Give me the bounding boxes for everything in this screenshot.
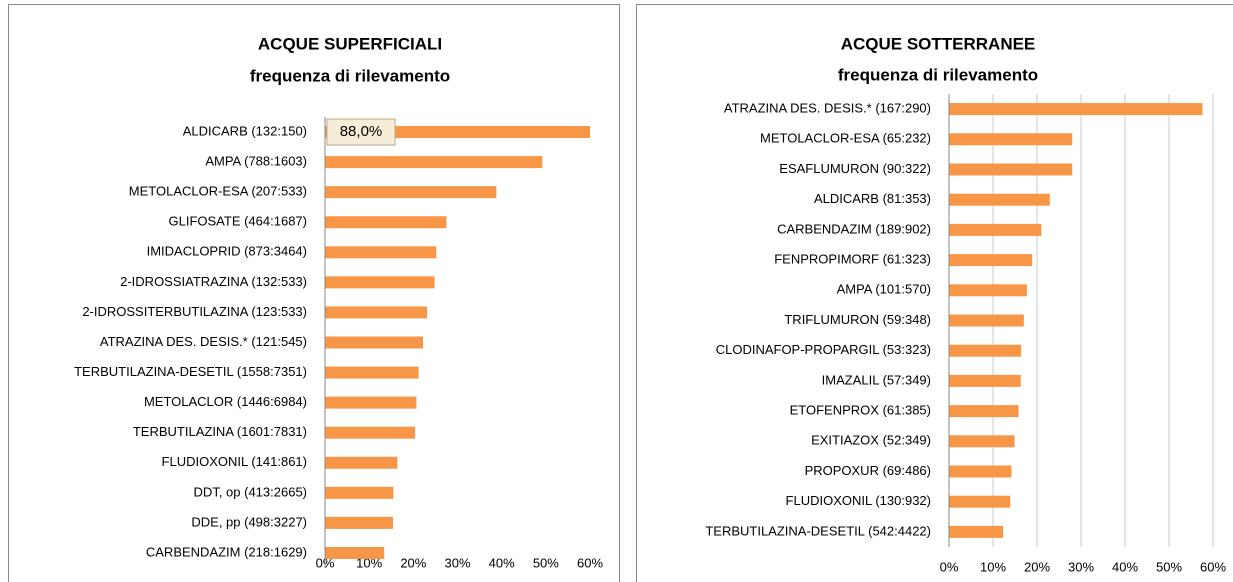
bar	[949, 495, 1011, 508]
bar	[949, 284, 1027, 297]
bar	[949, 163, 1073, 176]
bar	[325, 306, 428, 319]
bar	[949, 254, 1033, 267]
x-tick-label: 30%	[444, 555, 470, 570]
y-tick-label: ETOFENPROX (61:385)	[790, 403, 931, 418]
y-tick-label: FLUDIOXONIL (130:932)	[786, 493, 931, 508]
x-tick-label: 60%	[577, 555, 603, 570]
chart-subtitle: frequenza di rilevamento	[250, 66, 450, 85]
y-tick-label: GLIFOSATE (464:1687)	[169, 214, 308, 229]
bar	[949, 525, 1004, 538]
bar	[325, 396, 417, 409]
y-tick-label: CARBENDAZIM (218:1629)	[146, 544, 307, 559]
x-tick-label: 40%	[489, 555, 515, 570]
bar	[949, 374, 1021, 387]
label-box	[326, 118, 396, 146]
bar	[949, 223, 1042, 236]
bar	[949, 465, 1012, 478]
bar	[325, 276, 435, 289]
bar	[325, 216, 447, 229]
y-tick-label: METOLACLOR-ESA (65:232)	[760, 131, 931, 146]
bar	[949, 405, 1019, 418]
bar	[949, 314, 1024, 327]
y-tick-label: IMAZALIL (57:349)	[822, 372, 931, 387]
bar	[325, 126, 590, 139]
y-tick-label: EXITIAZOX (52:349)	[811, 433, 931, 448]
bar	[325, 156, 543, 169]
bar	[325, 186, 497, 199]
y-tick-label: FENPROPIMORF (61:323)	[774, 252, 931, 267]
chart-subtitle: frequenza di rilevamento	[838, 65, 1038, 84]
bar	[325, 486, 394, 499]
x-tick-label: 50%	[1156, 559, 1182, 574]
bar	[949, 103, 1203, 116]
y-tick-label: AMPA (101:570)	[837, 282, 931, 297]
x-tick-label: 20%	[1024, 559, 1050, 574]
y-tick-label: FLUDIOXONIL (141:861)	[162, 454, 307, 469]
y-tick-label: ESAFLUMURON (90:322)	[779, 161, 931, 176]
bar	[325, 516, 394, 529]
y-tick-label: TERBUTILAZINA (1601:7831)	[133, 424, 307, 439]
x-tick-label: 30%	[1068, 559, 1094, 574]
data-label: 88,0%	[340, 123, 383, 140]
bar	[949, 133, 1073, 146]
bar	[325, 366, 419, 379]
bar	[949, 193, 1050, 206]
x-tick-label: 60%	[1200, 559, 1226, 574]
y-tick-label: ATRAZINA DES. DESIS.* (121:545)	[100, 334, 307, 349]
y-tick-label: ATRAZINA DES. DESIS.* (167:290)	[724, 101, 931, 116]
y-tick-label: CLODINAFOP-PROPARGIL (53:323)	[716, 342, 931, 357]
y-tick-label: IMIDACLOPRID (873:3464)	[147, 244, 307, 259]
y-tick-label: 2-IDROSSIATRAZINA (132:533)	[120, 274, 307, 289]
y-tick-label: METOLACLOR (1446:6984)	[144, 394, 307, 409]
bar	[949, 435, 1015, 448]
bar	[325, 456, 398, 469]
x-tick-label: 40%	[1112, 559, 1138, 574]
bar	[949, 344, 1022, 357]
y-tick-label: METOLACLOR-ESA (207:533)	[129, 184, 307, 199]
y-tick-label: TERBUTILAZINA-DESETIL (1558:7351)	[74, 364, 307, 379]
chart-title: ACQUE SOTTERRANEE	[841, 34, 1036, 53]
x-tick-label: 10%	[980, 559, 1006, 574]
bar	[325, 426, 416, 439]
x-tick-label: 20%	[400, 555, 426, 570]
chart-title: ACQUE SUPERFICIALI	[258, 34, 442, 53]
y-tick-label: PROPOXUR (69:486)	[805, 463, 931, 478]
y-tick-label: DDT, op (413:2665)	[194, 484, 307, 499]
y-tick-label: TERBUTILAZINA-DESETIL (542:4422)	[705, 523, 931, 538]
bar	[325, 336, 424, 349]
bar	[325, 546, 385, 559]
x-tick-label: 10%	[356, 555, 382, 570]
bar	[325, 246, 437, 259]
panel	[636, 4, 1233, 582]
x-tick-label: 0%	[940, 559, 959, 574]
y-tick-label: ALDICARB (132:150)	[183, 123, 307, 138]
x-tick-label: 50%	[533, 555, 559, 570]
y-tick-label: AMPA (788:1603)	[205, 154, 307, 169]
y-tick-label: DDE, pp (498:3227)	[191, 514, 307, 529]
panel	[8, 4, 620, 582]
y-tick-label: TRIFLUMURON (59:348)	[784, 312, 931, 327]
y-tick-label: 2-IDROSSITERBUTILAZINA (123:533)	[82, 304, 307, 319]
y-tick-label: ALDICARB (81:353)	[814, 191, 931, 206]
y-tick-label: CARBENDAZIM (189:902)	[777, 221, 931, 236]
